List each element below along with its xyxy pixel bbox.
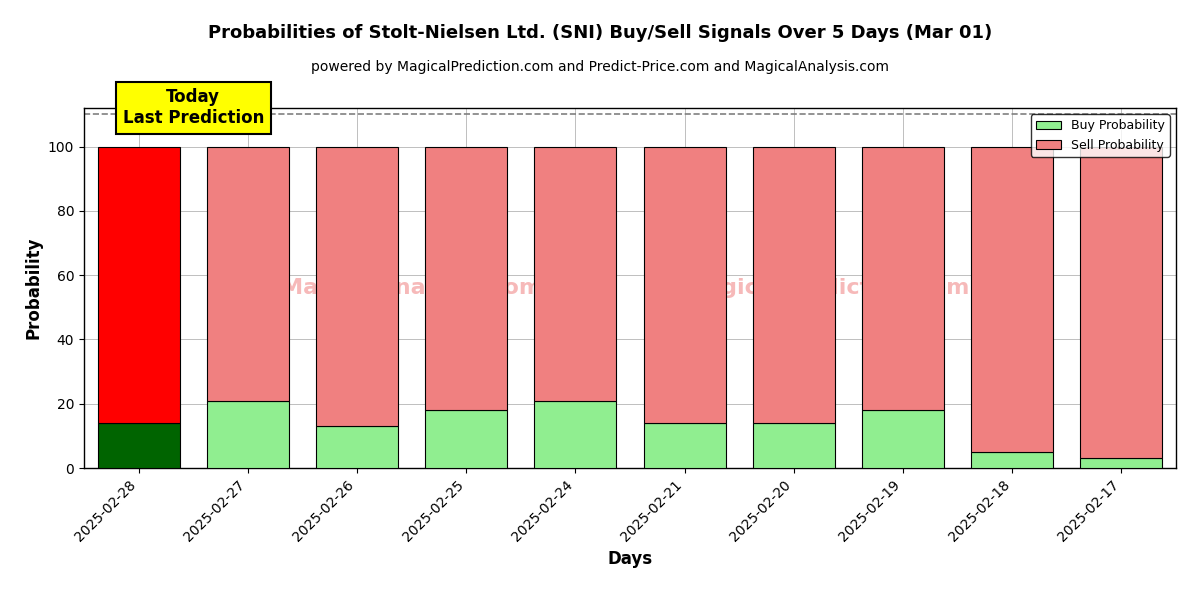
Bar <box>425 410 508 468</box>
Bar <box>1080 458 1163 468</box>
Legend: Buy Probability, Sell Probability: Buy Probability, Sell Probability <box>1031 114 1170 157</box>
Text: MagicalPrediction.com: MagicalPrediction.com <box>684 278 970 298</box>
Bar <box>862 146 944 410</box>
Bar <box>316 146 398 426</box>
Bar <box>97 146 180 423</box>
Bar <box>643 423 726 468</box>
Bar <box>643 146 726 423</box>
Bar <box>206 146 289 401</box>
Bar <box>534 401 617 468</box>
Bar <box>971 452 1054 468</box>
Text: powered by MagicalPrediction.com and Predict-Price.com and MagicalAnalysis.com: powered by MagicalPrediction.com and Pre… <box>311 60 889 74</box>
Bar <box>1080 146 1163 458</box>
Bar <box>316 426 398 468</box>
Bar <box>862 410 944 468</box>
Y-axis label: Probability: Probability <box>24 237 42 339</box>
Bar <box>425 146 508 410</box>
Bar <box>752 146 835 423</box>
Text: Today
Last Prediction: Today Last Prediction <box>122 88 264 127</box>
Bar <box>752 423 835 468</box>
Bar <box>971 146 1054 452</box>
Bar <box>534 146 617 401</box>
X-axis label: Days: Days <box>607 550 653 568</box>
Bar <box>97 423 180 468</box>
Text: MagicalAnalysis.com: MagicalAnalysis.com <box>281 278 542 298</box>
Bar <box>206 401 289 468</box>
Text: Probabilities of Stolt-Nielsen Ltd. (SNI) Buy/Sell Signals Over 5 Days (Mar 01): Probabilities of Stolt-Nielsen Ltd. (SNI… <box>208 24 992 42</box>
